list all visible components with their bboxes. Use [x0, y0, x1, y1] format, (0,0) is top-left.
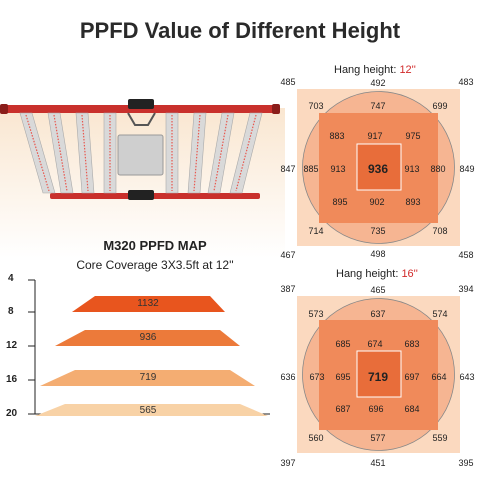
map12-edge-right: 849 — [459, 164, 475, 174]
hang-height-value: 12'' — [399, 64, 416, 76]
map-title: M320 PPFD MAP — [103, 238, 207, 253]
led-bar-4 — [103, 112, 117, 194]
layer-value-3: 719 — [139, 372, 157, 383]
map12-inner-tm: 917 — [367, 131, 383, 141]
height-tick-20: 20 — [6, 408, 18, 419]
map12-edge-bottom: 498 — [370, 249, 386, 259]
map12-corner-tl: 485 — [280, 77, 296, 87]
map12-outer-tr: 699 — [432, 101, 448, 111]
map12-inner-br: 893 — [405, 197, 421, 207]
map12-inner-bl: 895 — [332, 197, 348, 207]
map12-core-right: 913 — [404, 164, 420, 174]
map12-corner-tr: 483 — [458, 77, 474, 87]
led-bar-6 — [187, 112, 207, 194]
map16-corner-bl: 397 — [280, 458, 296, 468]
map16-edge-bottom: 451 — [370, 458, 386, 468]
fixture-bottom-bar — [50, 193, 260, 199]
fixture-hanger — [128, 99, 154, 109]
map12-corner-bl: 467 — [280, 250, 296, 260]
map16-core-right: 697 — [404, 372, 420, 382]
layer-565 — [35, 404, 268, 416]
map16-outer-bm: 577 — [370, 433, 386, 443]
map16-inner-tl: 685 — [335, 339, 351, 349]
map16-edge-top: 465 — [370, 285, 386, 295]
map16-inner-mr: 664 — [431, 372, 447, 382]
fixture-driver — [117, 134, 164, 176]
map12-inner-tl: 883 — [329, 131, 345, 141]
map16-outer-tm: 637 — [370, 309, 386, 319]
map12-inner-mr: 880 — [430, 164, 446, 174]
map16-outer-tr: 574 — [432, 309, 448, 319]
ppfd-map-16 — [297, 296, 460, 453]
map12-outer-bm: 735 — [370, 226, 386, 236]
hang-height-label-12: Hang height: 12'' — [334, 64, 416, 76]
map16-inner-bm: 696 — [368, 404, 384, 414]
map12-inner-bm: 902 — [369, 197, 385, 207]
map12-outer-tm: 747 — [370, 101, 386, 111]
light-layers — [35, 296, 268, 416]
height-tick-8: 8 — [8, 306, 14, 317]
map16-inner-ml: 673 — [309, 372, 325, 382]
map16-corner-tr: 394 — [458, 284, 474, 294]
page-title: PPFD Value of Different Height — [79, 18, 401, 43]
coverage-text: Core Coverage 3X3.5ft at 12'' — [76, 258, 234, 272]
map16-corner-tl: 387 — [280, 284, 296, 294]
map16-inner-tr: 683 — [404, 339, 420, 349]
led-bar-7 — [207, 112, 235, 194]
height-tick-4: 4 — [8, 273, 14, 284]
map12-core-left: 913 — [330, 164, 346, 174]
layer-value-1: 1132 — [137, 298, 159, 309]
map16-outer-bl: 560 — [308, 433, 324, 443]
led-bar-2 — [47, 112, 74, 194]
hang-height-label-16: Hang height: 16'' — [336, 268, 418, 280]
map16-corner-br: 395 — [458, 458, 474, 468]
map12-outer-tl: 703 — [308, 101, 324, 111]
map12-edge-left: 847 — [280, 164, 296, 174]
map16-inner-tm: 674 — [367, 339, 383, 349]
ppfd-map-12 — [297, 89, 460, 246]
map16-core-left: 695 — [335, 372, 351, 382]
height-tick-12: 12 — [6, 340, 18, 351]
map12-outer-br: 708 — [432, 226, 448, 236]
layer-value-2: 936 — [139, 332, 157, 343]
map16-outer-br: 559 — [432, 433, 448, 443]
map16-edge-left: 636 — [280, 372, 296, 382]
map12-edge-top: 492 — [370, 78, 386, 88]
height-tick-16: 16 — [6, 374, 18, 385]
grow-light-fixture — [0, 99, 280, 200]
map12-outer-bl: 714 — [308, 226, 324, 236]
hang-height-value: 16'' — [401, 268, 418, 280]
layer-719 — [40, 370, 255, 386]
map16-edge-right: 643 — [459, 372, 475, 382]
map16-inner-br: 684 — [404, 404, 420, 414]
map12-center-value: 936 — [367, 162, 389, 176]
map16-inner-bl: 687 — [335, 404, 351, 414]
map12-inner-tr: 975 — [405, 131, 421, 141]
map12-inner-ml: 885 — [303, 164, 319, 174]
layer-1132 — [72, 296, 225, 312]
map12-corner-br: 458 — [458, 250, 474, 260]
led-bar-5 — [165, 112, 179, 194]
led-bar-3 — [75, 112, 95, 194]
layer-value-4: 565 — [139, 405, 157, 416]
map16-center-value: 719 — [367, 370, 389, 384]
layer-936 — [55, 330, 240, 346]
map16-outer-tl: 573 — [308, 309, 324, 319]
